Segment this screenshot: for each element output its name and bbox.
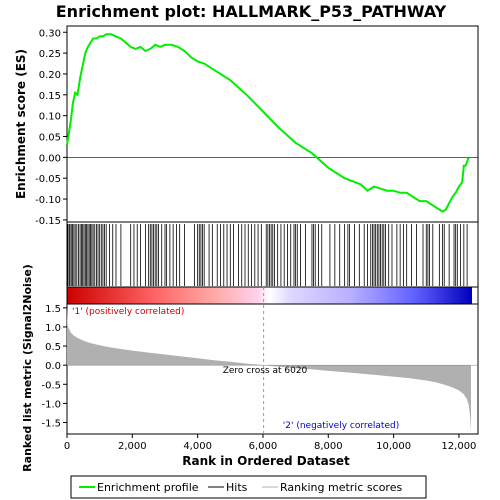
metric-y-tick-label: -1.5 bbox=[41, 419, 61, 430]
rank-color-bar bbox=[67, 287, 472, 304]
es-y-tick-label: 0.00 bbox=[39, 153, 61, 164]
x-tick-label: 8,000 bbox=[314, 441, 343, 452]
legend-enrichment-label: Enrichment profile bbox=[97, 481, 199, 494]
metric-y-axis-label: Ranked list metric (Signal2Noise) bbox=[21, 264, 34, 472]
negative-correlation-label: '2' (negatively correlated) bbox=[283, 421, 399, 431]
x-tick-label: 10,000 bbox=[376, 441, 411, 452]
x-tick-label: 4,000 bbox=[183, 441, 212, 452]
legend-metric-label: Ranking metric scores bbox=[280, 481, 402, 494]
x-axis-label: Rank in Ordered Dataset bbox=[182, 454, 350, 468]
metric-y-tick-label: -0.5 bbox=[41, 380, 61, 391]
es-y-tick-label: 0.05 bbox=[39, 133, 61, 144]
x-axis-ticks: 0 2,000 4,000 6,000 8,000 10,000 12,000 bbox=[64, 434, 476, 452]
metric-y-tick-label: -1.0 bbox=[41, 399, 61, 410]
zero-cross-label: Zero cross at 6020 bbox=[223, 366, 308, 376]
x-tick-label: 2,000 bbox=[118, 441, 147, 452]
hits-marks bbox=[67, 224, 468, 286]
metric-y-tick-label: 0.5 bbox=[45, 342, 61, 353]
positive-correlation-label: '1' (positively correlated) bbox=[72, 307, 184, 317]
es-y-axis-label: Enrichment score (ES) bbox=[14, 49, 28, 199]
legend-hits-label: Hits bbox=[226, 481, 248, 494]
es-y-tick-label: 0.25 bbox=[39, 49, 61, 60]
metric-y-tick-label: 0.0 bbox=[45, 361, 61, 372]
es-y-tick-label: -0.05 bbox=[35, 174, 61, 185]
es-y-tick-label: 0.20 bbox=[39, 70, 61, 81]
enrichment-profile-line bbox=[66, 33, 470, 213]
metric-y-tick-label: 1.0 bbox=[45, 323, 61, 334]
es-y-tick-label: -0.10 bbox=[35, 195, 61, 206]
es-y-tick-label: 0.10 bbox=[39, 112, 61, 123]
x-tick-label: 6,000 bbox=[249, 441, 278, 452]
x-tick-label: 0 bbox=[64, 441, 70, 452]
metric-y-ticks: 1.5 1.0 0.5 0.0 -0.5 -1.0 -1.5 bbox=[41, 304, 67, 430]
legend-box bbox=[70, 475, 427, 499]
es-y-tick-label: -0.15 bbox=[35, 216, 61, 227]
es-y-tick-label: 0.15 bbox=[39, 91, 61, 102]
ranking-metric-area bbox=[67, 307, 471, 433]
metric-y-tick-label: 1.5 bbox=[45, 304, 61, 315]
chart-title: Enrichment plot: HALLMARK_P53_PATHWAY bbox=[56, 2, 447, 21]
es-y-ticks: 0.30 0.25 0.20 0.15 0.10 0.05 0.00 -0.05 -0.10 -0… bbox=[35, 28, 67, 227]
x-tick-label: 12,000 bbox=[441, 441, 476, 452]
es-panel bbox=[66, 25, 479, 223]
es-y-tick-label: 0.30 bbox=[39, 28, 61, 39]
